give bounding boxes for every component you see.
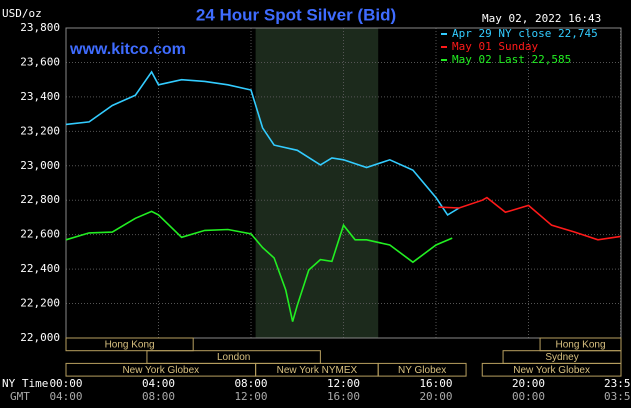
session-box xyxy=(481,362,622,377)
y-tick-label: 22,200 xyxy=(20,297,60,310)
y-tick-label: 23,600 xyxy=(20,55,60,68)
y-tick-label: 23,800 xyxy=(20,21,60,34)
x2-row-label: GMT xyxy=(10,390,30,403)
session-label: NY Globex xyxy=(398,365,446,376)
session-label: New York Globex xyxy=(513,365,590,376)
x2-tick-label: 08:00 xyxy=(142,390,175,403)
session-box xyxy=(377,362,467,377)
series-line xyxy=(438,196,621,241)
watermark: www.kitco.com xyxy=(69,41,186,58)
y-tick-label: 23,200 xyxy=(20,124,60,137)
x-tick-label: 16:00 xyxy=(419,377,452,390)
session-label: Hong Kong xyxy=(556,339,606,350)
legend-label: May 01 Sunday xyxy=(452,40,538,53)
x2-tick-label: 03:59 xyxy=(604,390,631,403)
session-shade xyxy=(255,28,379,338)
series-line xyxy=(65,210,453,322)
timestamp: May 02, 2022 16:43 xyxy=(482,12,601,25)
x-tick-label: 20:00 xyxy=(512,377,545,390)
x2-tick-label: 20:00 xyxy=(419,390,452,403)
session-label: New York Globex xyxy=(122,365,199,376)
x-row-label: NY Time xyxy=(2,377,48,390)
y-tick-label: 22,400 xyxy=(20,262,60,275)
unit-label: USD/oz xyxy=(2,7,42,20)
session-label: Hong Kong xyxy=(105,339,155,350)
x-tick-label: 08:00 xyxy=(234,377,267,390)
x2-tick-label: 00:00 xyxy=(512,390,545,403)
session-label: New York NYMEX xyxy=(277,365,358,376)
x-tick-label: 00:00 xyxy=(49,377,82,390)
x-tick-label: 04:00 xyxy=(142,377,175,390)
chart-title: 24 Hour Spot Silver (Bid) xyxy=(196,5,396,24)
x2-tick-label: 16:00 xyxy=(327,390,360,403)
legend-label: Apr 29 NY close 22,745 xyxy=(452,27,598,40)
x-tick-label: 12:00 xyxy=(327,377,360,390)
y-tick-label: 22,600 xyxy=(20,228,60,241)
x-tick-label: 23:59 xyxy=(604,377,631,390)
plot-border xyxy=(65,27,622,339)
y-tick-label: 22,800 xyxy=(20,193,60,206)
y-tick-label: 22,000 xyxy=(20,331,60,344)
session-label: London xyxy=(217,352,250,363)
y-tick-label: 23,400 xyxy=(20,90,60,103)
series-line xyxy=(65,70,460,216)
session-box xyxy=(65,337,194,352)
legend-label: May 02 Last 22,585 xyxy=(452,53,571,66)
x2-tick-label: 12:00 xyxy=(234,390,267,403)
session-label: Sydney xyxy=(545,352,578,363)
y-tick-label: 23,000 xyxy=(20,159,60,172)
x2-tick-label: 04:00 xyxy=(49,390,82,403)
